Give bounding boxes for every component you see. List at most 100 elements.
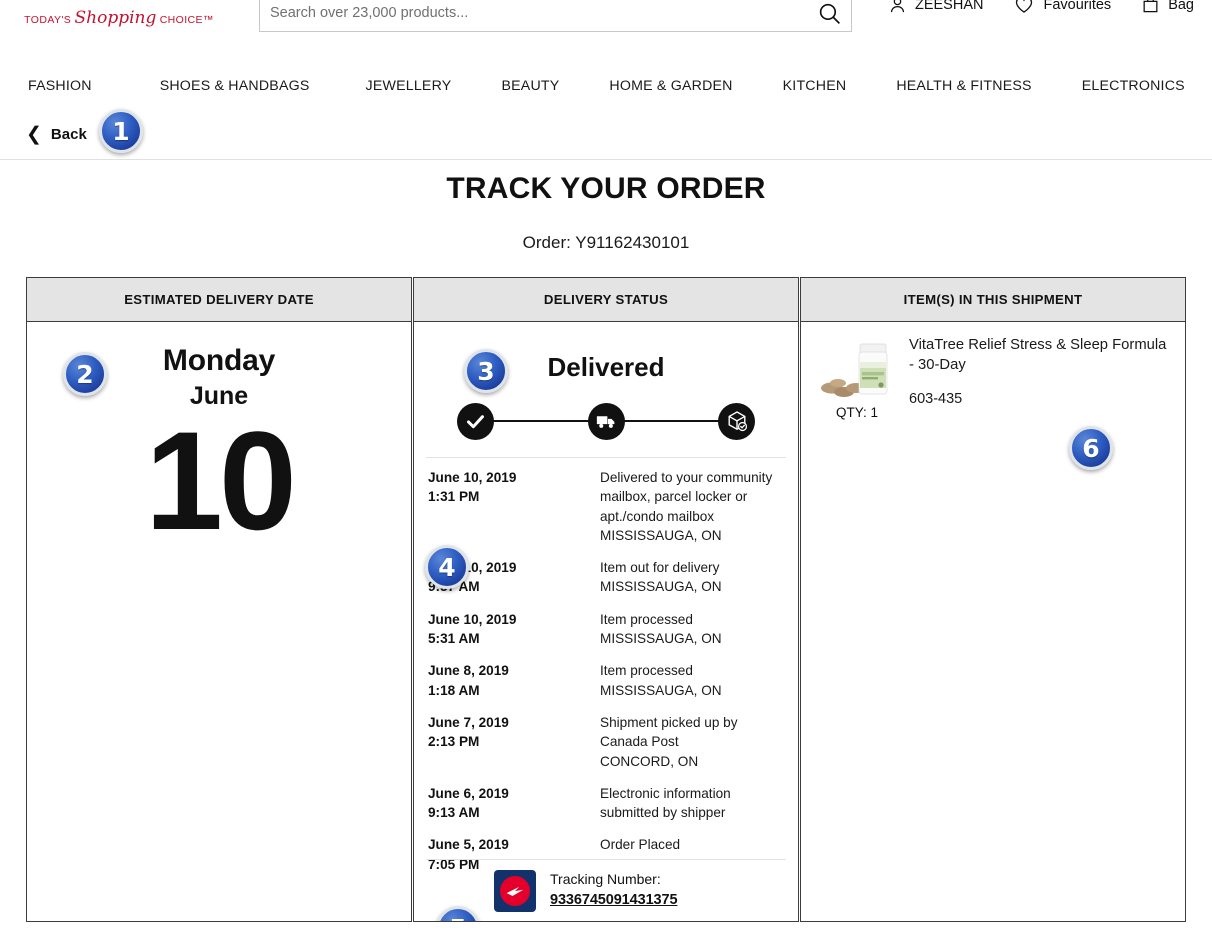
- delivery-status-header: DELIVERY STATUS: [414, 278, 798, 322]
- delivery-month: June: [189, 382, 249, 410]
- shipment-item-thumb-wrap: QTY: 1: [815, 336, 899, 420]
- back-button-label: Back: [50, 126, 87, 143]
- status-divider: [426, 457, 786, 458]
- progress-step-ordered: [457, 402, 494, 440]
- estimated-delivery-date-header: ESTIMATED DELIVERY DATE: [27, 278, 411, 322]
- shipment-item[interactable]: QTY: 1 VitaTree Relief Stress & Sleep Fo…: [801, 322, 1185, 470]
- order-number-line: Order: Y91162430101: [522, 233, 690, 252]
- timeline-datetime: June 8, 2019 1:18 AM: [428, 661, 600, 700]
- timeline-time: 2:13 PM: [428, 734, 480, 750]
- logo-tagline: TODAY'S Shopping CHOICE™: [24, 8, 214, 28]
- timeline-description-wrap: Shipment picked up by Canada Post CONCOR…: [600, 713, 784, 771]
- timeline-time: 9:13 AM: [428, 805, 480, 821]
- truck-icon: [596, 415, 614, 428]
- page-title: TRACK YOUR ORDER: [446, 172, 766, 205]
- nav-item-electronics[interactable]: ELECTRONICS: [1081, 78, 1185, 94]
- tracking-panels: ESTIMATED DELIVERY DATE 2 Monday June 10…: [0, 277, 1212, 922]
- delivery-progress-tracker: [457, 401, 755, 441]
- heart-icon: [1016, 0, 1033, 13]
- timeline-location: CONCORD, ON: [600, 753, 699, 769]
- shipment-items-panel: ITEM(S) IN THIS SHIPMENT: [800, 277, 1186, 922]
- timeline-location: MISSISSAUGA, ON: [600, 527, 722, 543]
- timeline-date: June 8, 2019: [428, 663, 509, 679]
- search-input[interactable]: [260, 5, 807, 21]
- account-user-link[interactable]: ZEESHAN: [888, 0, 984, 15]
- site-logo[interactable]: TODAY'S Shopping CHOICE™: [24, 0, 214, 70]
- account-user-label: ZEESHAN: [914, 0, 984, 13]
- search-bar[interactable]: [259, 0, 852, 32]
- timeline-row: June 10, 2019 9:57 AM Item out for deliv…: [428, 558, 784, 597]
- tracking-number-value[interactable]: 9336745091431375: [550, 892, 678, 909]
- estimated-delivery-date-content: Monday June 10: [27, 322, 411, 559]
- estimated-delivery-date-panel: ESTIMATED DELIVERY DATE 2 Monday June 10: [26, 277, 412, 922]
- timeline-description: Item processed: [600, 611, 693, 627]
- annotation-marker-2: 2: [63, 352, 107, 396]
- timeline-location: MISSISSAUGA, ON: [600, 682, 722, 698]
- annotation-marker-1: 1: [99, 109, 143, 153]
- search-icon: [819, 3, 840, 24]
- nav-item-home-garden[interactable]: HOME & GARDEN: [609, 78, 733, 94]
- bag-link[interactable]: 1 Bag: [1141, 0, 1194, 15]
- timeline-time: 1:31 PM: [428, 489, 480, 505]
- tracking-number-section: Tracking Number: 9336745091431375: [426, 859, 786, 921]
- timeline-description-wrap: Item processed MISSISSAUGA, ON: [600, 610, 784, 649]
- timeline-datetime: June 10, 2019 5:31 AM: [428, 610, 600, 649]
- nav-item-shoes-handbags[interactable]: SHOES & HANDBAGS: [159, 78, 310, 94]
- nav-item-fashion[interactable]: FASHION: [28, 78, 92, 94]
- timeline-description-wrap: Delivered to your community mailbox, par…: [600, 468, 784, 545]
- timeline-description: Shipment picked up by Canada Post: [600, 714, 738, 750]
- timeline-row: June 7, 2019 2:13 PM Shipment picked up …: [428, 713, 784, 771]
- timeline-description-wrap: Item out for delivery MISSISSAUGA, ON: [600, 558, 784, 597]
- tracking-number-text: Tracking Number: 9336745091431375: [550, 869, 678, 912]
- timeline-time: 1:18 AM: [428, 682, 480, 698]
- favourites-link[interactable]: Favourites: [1013, 0, 1111, 15]
- timeline-description: Item out for delivery: [600, 560, 720, 576]
- canada-post-logo: [494, 869, 536, 912]
- timeline-description: Delivered to your community mailbox, par…: [600, 470, 773, 524]
- timeline-description-wrap: Electronic information submitted by ship…: [600, 784, 784, 823]
- timeline-date: June 5, 2019: [428, 837, 509, 853]
- back-button[interactable]: ❮ Back: [26, 125, 87, 144]
- supplement-bottle-image: [818, 336, 896, 402]
- timeline-date: June 10, 2019: [428, 611, 517, 627]
- chevron-left-icon: ❮: [26, 124, 42, 145]
- timeline-datetime: June 10, 2019 1:31 PM: [428, 468, 600, 545]
- timeline-description-wrap: Item processed MISSISSAUGA, ON: [600, 661, 784, 700]
- shipment-item-sku: 603-435: [909, 391, 963, 408]
- nav-item-beauty[interactable]: BEAUTY: [501, 78, 560, 94]
- bag-icon: [1143, 0, 1158, 13]
- timeline-description: Order Placed: [600, 837, 681, 853]
- timeline-time: 5:31 AM: [428, 631, 480, 647]
- timeline-datetime: June 6, 2019 9:13 AM: [428, 784, 600, 823]
- timeline-location: MISSISSAUGA, ON: [600, 631, 722, 647]
- nav-item-jewellery[interactable]: JEWELLERY: [365, 78, 452, 94]
- tracking-timeline: June 10, 2019 1:31 PM Delivered to your …: [414, 458, 798, 874]
- logo-tagline-post: CHOICE™: [159, 14, 214, 26]
- timeline-description: Item processed: [600, 663, 693, 679]
- annotation-marker-3: 3: [464, 349, 508, 393]
- tracking-number-label: Tracking Number:: [550, 871, 661, 888]
- delivery-day-number: 10: [145, 402, 297, 559]
- timeline-description-wrap: Order Placed: [600, 835, 784, 874]
- canada-post-bird-icon: [500, 875, 530, 906]
- user-icon: [890, 0, 905, 12]
- logo-tagline-pre: TODAY'S: [24, 14, 72, 26]
- site-header: TODAY'S Shopping CHOICE™ ZEESHAN Favouri…: [0, 0, 1212, 68]
- primary-nav: FASHION SHOES & HANDBAGS JEWELLERY BEAUT…: [0, 72, 1212, 100]
- delivery-status-panel: DELIVERY STATUS 3 Delivered: [413, 277, 799, 922]
- delivery-status-value: Delivered: [547, 352, 665, 382]
- timeline-row: June 5, 2019 7:05 PM Order Placed: [428, 835, 784, 874]
- timeline-location: MISSISSAUGA, ON: [600, 579, 722, 595]
- search-button[interactable]: [807, 0, 851, 31]
- timeline-date: June 6, 2019: [428, 785, 509, 801]
- timeline-row: June 6, 2019 9:13 AM Electronic informat…: [428, 784, 784, 823]
- timeline-row: June 8, 2019 1:18 AM Item processed MISS…: [428, 661, 784, 700]
- timeline-time: 7:05 PM: [428, 856, 480, 872]
- annotation-marker-4: 4: [425, 545, 469, 589]
- account-links: ZEESHAN Favourites 1 Bag: [888, 0, 1194, 15]
- progress-step-in-transit: [587, 402, 625, 440]
- nav-item-health-fitness[interactable]: HEALTH & FITNESS: [896, 78, 1032, 94]
- check-circle-icon: [467, 414, 484, 428]
- nav-item-kitchen[interactable]: KITCHEN: [782, 78, 847, 94]
- timeline-row: June 10, 2019 5:31 AM Item processed MIS…: [428, 610, 784, 649]
